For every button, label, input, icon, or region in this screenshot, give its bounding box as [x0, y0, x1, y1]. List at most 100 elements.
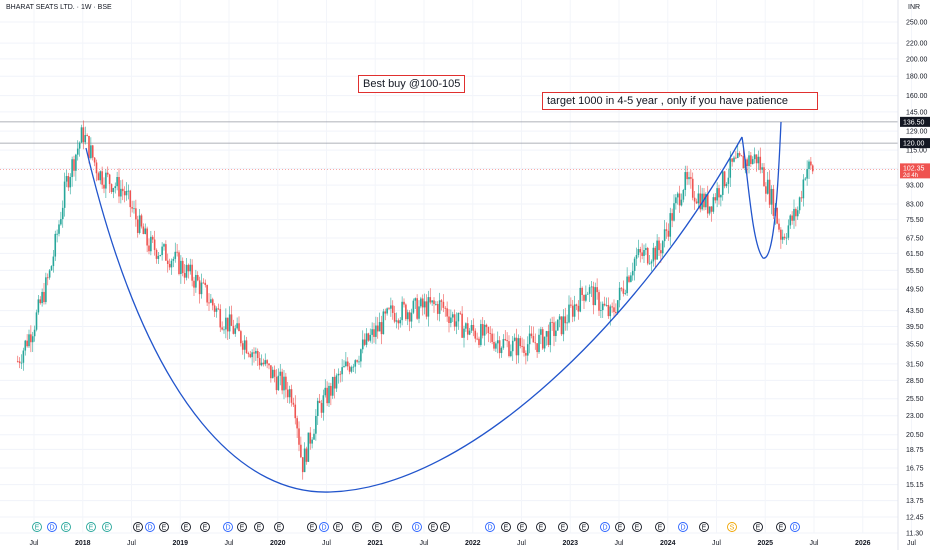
event-marker[interactable]: E: [655, 522, 665, 532]
event-marker[interactable]: E: [237, 522, 247, 532]
candle-body: [262, 362, 265, 365]
candle-body: [684, 172, 687, 190]
event-marker[interactable]: E: [86, 522, 96, 532]
candle-body: [540, 329, 542, 335]
candle-body: [573, 304, 576, 317]
event-marker[interactable]: E: [536, 522, 546, 532]
candle-body: [183, 273, 186, 278]
event-marker[interactable]: D: [790, 522, 800, 532]
candle-body: [286, 389, 289, 398]
candle-body: [571, 305, 574, 317]
candle-body: [350, 367, 353, 372]
candle-body: [750, 155, 752, 164]
candle-body: [157, 255, 160, 259]
price-tick-label: 16.75: [906, 466, 924, 473]
candle-body: [247, 353, 250, 355]
candle-body: [654, 247, 657, 260]
candle-body: [97, 173, 100, 181]
candle-body: [144, 228, 147, 235]
candle-body: [511, 340, 514, 352]
candle-body: [129, 190, 132, 208]
candle-body: [191, 264, 193, 281]
candle-body: [217, 308, 220, 310]
event-marker[interactable]: D: [485, 522, 495, 532]
event-marker[interactable]: D: [678, 522, 688, 532]
event-marker[interactable]: D: [145, 522, 155, 532]
event-marker[interactable]: D: [412, 522, 422, 532]
candle-body: [682, 189, 685, 200]
event-marker[interactable]: E: [181, 522, 191, 532]
event-marker[interactable]: E: [307, 522, 317, 532]
candle-body: [73, 159, 75, 171]
candle-body: [414, 298, 417, 301]
event-marker[interactable]: E: [392, 522, 402, 532]
candle-body: [624, 293, 627, 294]
candle-body: [378, 322, 381, 332]
candle-body: [371, 329, 373, 335]
event-marker[interactable]: E: [200, 522, 210, 532]
candle-body: [487, 327, 490, 334]
candle-body: [442, 301, 445, 308]
event-marker[interactable]: E: [32, 522, 42, 532]
candle-body: [146, 228, 148, 246]
event-marker[interactable]: E: [159, 522, 169, 532]
candle-body: [58, 224, 60, 234]
candle-body: [380, 322, 383, 335]
candle-body: [605, 304, 608, 306]
candle-body: [221, 327, 223, 330]
candle-body: [420, 298, 422, 307]
event-marker[interactable]: D: [319, 522, 329, 532]
event-marker[interactable]: S: [727, 522, 737, 532]
event-marker[interactable]: D: [223, 522, 233, 532]
event-marker[interactable]: E: [352, 522, 362, 532]
candle-body: [337, 373, 340, 376]
price-level-badge-label: 120.00: [903, 141, 925, 148]
candle-body: [136, 219, 139, 233]
candle-body: [46, 277, 49, 279]
event-marker[interactable]: E: [274, 522, 284, 532]
candle-body: [691, 178, 694, 198]
price-tick-label: 145.00: [906, 109, 928, 116]
event-marker[interactable]: D: [47, 522, 57, 532]
event-marker[interactable]: E: [102, 522, 112, 532]
event-marker[interactable]: E: [133, 522, 143, 532]
event-marker-label: E: [136, 525, 141, 532]
event-marker[interactable]: E: [61, 522, 71, 532]
event-marker[interactable]: E: [517, 522, 527, 532]
event-marker[interactable]: E: [333, 522, 343, 532]
price-tick-label: 220.00: [906, 41, 928, 48]
buy-annotation[interactable]: Best buy @100-105: [358, 75, 466, 93]
event-marker[interactable]: D: [600, 522, 610, 532]
price-tick-label: 18.75: [906, 447, 924, 454]
candle-body: [652, 247, 655, 262]
candle-body: [746, 159, 748, 167]
event-marker[interactable]: E: [632, 522, 642, 532]
time-tick-label: 2022: [465, 540, 481, 547]
event-marker[interactable]: E: [372, 522, 382, 532]
event-marker[interactable]: E: [428, 522, 438, 532]
event-marker[interactable]: E: [440, 522, 450, 532]
price-tick-label: 12.45: [906, 515, 924, 522]
event-marker[interactable]: E: [579, 522, 589, 532]
candle-body: [373, 329, 375, 337]
price-tick-label: 129.00: [906, 129, 928, 136]
event-marker[interactable]: E: [501, 522, 511, 532]
candle-body: [806, 169, 808, 179]
event-marker[interactable]: E: [753, 522, 763, 532]
event-marker-label: S: [730, 525, 735, 532]
event-marker[interactable]: E: [699, 522, 709, 532]
candle-body: [436, 304, 439, 314]
event-marker[interactable]: E: [615, 522, 625, 532]
candle-body: [106, 172, 109, 175]
event-marker[interactable]: E: [776, 522, 786, 532]
candle-body: [423, 301, 426, 308]
event-marker[interactable]: E: [254, 522, 264, 532]
candle-body: [459, 312, 462, 314]
event-marker-label: E: [355, 525, 360, 532]
event-marker[interactable]: E: [558, 522, 568, 532]
target-annotation[interactable]: target 1000 in 4-5 year , only if you ha…: [542, 92, 818, 110]
candle-body: [705, 194, 707, 208]
